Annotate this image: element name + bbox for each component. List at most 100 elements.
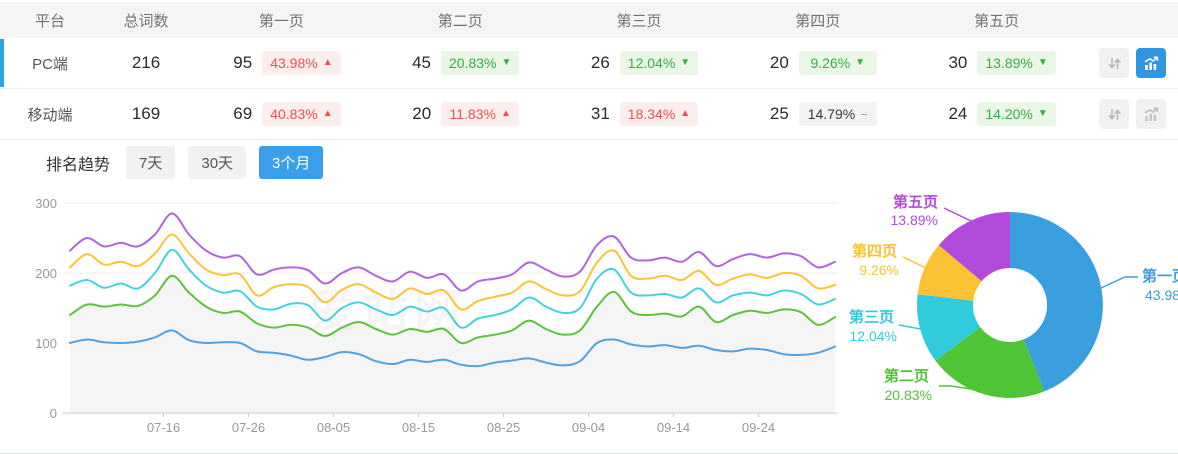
page5-cell: 24 14.20% ▼ bbox=[907, 102, 1086, 126]
page-share-donut-chart: 第一页 43.98% 第二页 20.83% 第三页 12.04% 第四页 9.26% 第五页13… bbox=[849, 193, 1178, 403]
line-series-第二页 bbox=[69, 274, 836, 345]
donut-label-leader bbox=[1100, 276, 1138, 289]
page5-count: 24 bbox=[948, 104, 968, 123]
x-axis-label: 07-16 bbox=[147, 420, 180, 435]
donut-percent-第三页: 12.04% bbox=[850, 328, 897, 344]
x-axis-label: 08-15 bbox=[402, 420, 435, 435]
col-header-platform: 平台 bbox=[34, 12, 65, 30]
trend-chart-icon bbox=[1144, 107, 1158, 121]
donut-slice-第二页 bbox=[935, 327, 1045, 398]
tab-7-days[interactable]: 7天 bbox=[126, 146, 176, 179]
col-header-page3: 第三页 bbox=[616, 12, 662, 30]
page1-count: 95 bbox=[233, 53, 253, 72]
trend-arrow-icon: ▼ bbox=[1037, 108, 1048, 119]
donut-label-第三页: 第三页 bbox=[849, 308, 894, 326]
page5-change-badge: 14.20% ▼ bbox=[977, 102, 1056, 126]
trend-arrow-icon: ▼ bbox=[680, 57, 691, 68]
page3-change-badge: 12.04% ▼ bbox=[619, 51, 699, 75]
col-header-page1: 第一页 bbox=[258, 12, 304, 30]
page4-cell: 25 14.79% − bbox=[728, 102, 907, 126]
line-series-第一页 bbox=[69, 329, 836, 368]
table-row-mobile[interactable]: 移动端 169 69 40.83% ▲ 20 11.83% ▲ 31 18.34% ▲… bbox=[0, 89, 1178, 140]
page1-count: 69 bbox=[233, 104, 253, 123]
page2-count: 45 bbox=[412, 53, 431, 72]
sort-arrows-button[interactable] bbox=[1099, 48, 1129, 78]
page1-change-badge: 43.98% ▲ bbox=[262, 51, 341, 75]
donut-percent-第一页: 43.98% bbox=[1145, 287, 1178, 303]
chart-toggle-button[interactable] bbox=[1136, 99, 1166, 129]
col-header-page5: 第五页 bbox=[974, 12, 1020, 30]
trend-arrow-icon: ▼ bbox=[855, 57, 866, 68]
page4-count: 25 bbox=[769, 104, 789, 123]
y-axis-label: 300 bbox=[35, 196, 57, 211]
line-series-第三页 bbox=[69, 248, 836, 329]
donut-slice-第五页 bbox=[938, 212, 1010, 282]
x-axis-label: 09-04 bbox=[572, 420, 605, 435]
donut-slice-第三页 bbox=[916, 294, 981, 361]
trend-arrow-icon: ▲ bbox=[322, 108, 333, 119]
row-actions bbox=[1086, 48, 1178, 78]
page2-cell: 45 20.83% ▼ bbox=[371, 51, 550, 75]
page4-change-badge: 14.79% − bbox=[798, 102, 877, 126]
donut-label-leader bbox=[943, 207, 972, 222]
tab-30-days[interactable]: 30天 bbox=[188, 146, 247, 179]
trend-section-header: 排名趋势 7天 30天 3个月 bbox=[0, 140, 1178, 185]
page3-change-badge: 18.34% ▲ bbox=[619, 102, 699, 126]
x-axis-label: 08-05 bbox=[317, 420, 350, 435]
trend-arrow-icon: ▼ bbox=[501, 57, 512, 68]
y-axis-label: 100 bbox=[35, 336, 57, 351]
page2-count: 20 bbox=[412, 104, 432, 123]
donut-slice-第一页 bbox=[1010, 212, 1103, 392]
charts-area: 爱站网 07-16 07-26 08-05 08-15 08-25 09-04 09-14 09… bbox=[0, 185, 1178, 453]
x-axis-label: 07-26 bbox=[232, 420, 265, 435]
tab-3-months[interactable]: 3个月 bbox=[259, 146, 324, 179]
line-series-第四页 bbox=[69, 233, 836, 311]
donut-percent-第四页: 9.26% bbox=[859, 262, 899, 278]
trend-arrow-icon: ▼ bbox=[1037, 57, 1048, 68]
donut-label-第五页: 第五页 bbox=[893, 193, 938, 211]
donut-label-第四页: 第四页 bbox=[852, 242, 897, 260]
page4-count: 20 bbox=[769, 53, 789, 72]
x-axis-label: 09-24 bbox=[742, 420, 775, 435]
page1-cell: 95 43.98% ▲ bbox=[192, 51, 371, 75]
page4-cell: 20 9.26% ▼ bbox=[728, 51, 907, 75]
donut-label-leader bbox=[898, 324, 922, 330]
donut-percent-第五页: 13.89% bbox=[891, 212, 938, 228]
chart-toggle-button[interactable] bbox=[1136, 48, 1166, 78]
row-actions bbox=[1086, 99, 1178, 129]
trend-arrow-icon: ▲ bbox=[500, 108, 511, 119]
donut-slice-第四页 bbox=[917, 245, 982, 301]
page3-cell: 31 18.34% ▲ bbox=[550, 102, 729, 126]
col-header-total-words: 总词数 bbox=[123, 12, 169, 30]
col-header-page4: 第四页 bbox=[795, 12, 841, 30]
x-axis-label: 09-14 bbox=[657, 420, 690, 435]
sort-arrows-button[interactable] bbox=[1099, 99, 1129, 129]
table-row-pc[interactable]: PC端 216 95 43.98% ▲ 45 20.83% ▼ 26 12.04% ▼… bbox=[0, 38, 1178, 89]
page3-count: 26 bbox=[590, 53, 610, 72]
trend-section-title: 排名趋势 bbox=[46, 156, 111, 174]
page1-cell: 69 40.83% ▲ bbox=[192, 102, 371, 126]
y-axis-label: 0 bbox=[50, 406, 57, 421]
platform-name: PC端 bbox=[32, 55, 68, 73]
donut-label-第二页: 第二页 bbox=[884, 367, 929, 385]
page3-cell: 26 12.04% ▼ bbox=[550, 51, 729, 75]
total-words-value: 216 bbox=[131, 53, 161, 72]
donut-percent-第二页: 20.83% bbox=[885, 387, 932, 403]
table-header-row: 平台 总词数 第一页 第二页 第三页 第四页 第五页 bbox=[0, 0, 1178, 38]
trend-chart-icon bbox=[1144, 56, 1158, 70]
area-fill bbox=[70, 275, 835, 413]
page4-change-badge: 9.26% ▼ bbox=[798, 51, 877, 75]
page5-count: 30 bbox=[948, 53, 968, 72]
col-header-page2: 第二页 bbox=[437, 12, 483, 30]
trend-arrow-icon: ▲ bbox=[680, 108, 691, 119]
y-axis-label: 200 bbox=[35, 266, 57, 281]
donut-label-leader bbox=[902, 256, 927, 269]
page1-change-badge: 40.83% ▲ bbox=[262, 102, 341, 126]
page2-change-badge: 11.83% ▲ bbox=[441, 102, 520, 126]
trend-arrow-icon: − bbox=[860, 106, 868, 122]
donut-label-leader bbox=[939, 385, 986, 392]
trend-arrow-icon: ▲ bbox=[322, 57, 333, 68]
line-series-第五页 bbox=[69, 212, 836, 292]
ranking-trend-line-chart: 爱站网 07-16 07-26 08-05 08-15 08-25 09-04 09-14 09… bbox=[35, 196, 838, 435]
